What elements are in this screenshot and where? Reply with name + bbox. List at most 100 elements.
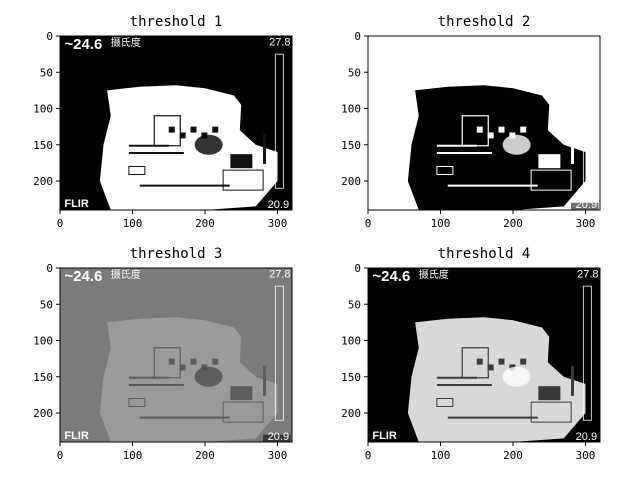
gnd-label: [128, 398, 146, 407]
connector-outline: [222, 401, 264, 423]
y-tick-label: 200: [341, 407, 361, 420]
x-tick-label: 300: [576, 449, 596, 462]
board-region: [99, 85, 278, 210]
temperature-unit: 摄氏度: [419, 268, 449, 281]
trace: [436, 144, 477, 147]
component: [476, 358, 483, 365]
scale-max-label: 27.8: [269, 36, 290, 48]
color-scale-bar: [274, 53, 284, 189]
x-tick-label: 0: [57, 217, 64, 230]
hot-spot: [194, 134, 223, 155]
trace: [447, 416, 538, 419]
scale-max-label: 27.8: [269, 268, 290, 280]
axes-frame: [367, 267, 601, 443]
scale-max-label: 27.8: [577, 36, 598, 48]
trace: [571, 133, 574, 164]
component: [190, 126, 197, 133]
trace: [128, 376, 169, 379]
component: [498, 358, 505, 365]
gnd-label: [436, 166, 454, 175]
thermal-image: ~24.6 摄氏度 27.8 20.9 FLIR: [60, 268, 292, 442]
connector: [230, 386, 253, 401]
y-tick-label: 150: [33, 139, 53, 152]
y-tick-label: 50: [348, 66, 361, 79]
y-tick-label: 150: [33, 371, 53, 384]
x-tick-label: 100: [431, 449, 451, 462]
flir-logo: FLIR: [372, 198, 396, 210]
y-tick-label: 150: [341, 371, 361, 384]
trace: [128, 384, 184, 386]
connector: [230, 154, 253, 169]
y-tick-label: 0: [46, 30, 53, 43]
y-tick-label: 50: [40, 66, 53, 79]
y-tick-label: 0: [46, 262, 53, 275]
scale-min-box: [571, 434, 599, 442]
board-region: [99, 317, 278, 442]
scale-min-box: [263, 434, 291, 442]
x-tick-label: 0: [365, 217, 372, 230]
thermal-image: ~24.6 摄氏度 27.8 20.9 FLIR: [60, 36, 292, 210]
board-region: [407, 85, 586, 210]
component: [487, 132, 494, 139]
y-tick-label: 200: [33, 407, 53, 420]
trace: [263, 365, 266, 396]
y-tick-label: 150: [341, 139, 361, 152]
axes-frame: [59, 35, 293, 211]
trace: [128, 152, 184, 154]
axes-frame: [59, 267, 293, 443]
flir-logo: FLIR: [64, 430, 88, 442]
temperature-reading: ~24.6: [64, 36, 102, 53]
color-scale-bar: [582, 285, 592, 421]
component: [212, 126, 219, 133]
x-tick-label: 100: [123, 449, 143, 462]
x-tick-label: 100: [431, 217, 451, 230]
y-tick-label: 200: [33, 175, 53, 188]
trace: [436, 376, 477, 379]
trace: [139, 184, 230, 187]
gnd-label: [128, 166, 146, 175]
component: [190, 358, 197, 365]
hot-spot: [502, 366, 531, 387]
y-tick-label: 50: [40, 298, 53, 311]
color-scale-bar: [274, 285, 284, 421]
subplot-3: ~24.6 摄氏度 27.8 20.9 FLIR threshold 3 0 100 200 30…: [33, 246, 293, 462]
x-tick-label: 200: [503, 449, 523, 462]
trace: [128, 144, 169, 147]
y-tick-label: 50: [348, 298, 361, 311]
x-tick-label: 100: [123, 217, 143, 230]
component: [476, 126, 483, 133]
x-tick-label: 200: [195, 449, 215, 462]
gnd-label: [436, 398, 454, 407]
trace: [263, 133, 266, 164]
temperature-reading: ~24.6: [372, 36, 410, 53]
scale-min-label: 20.9: [576, 431, 597, 443]
x-tick-label: 200: [195, 217, 215, 230]
color-scale-bar: [582, 53, 592, 189]
trace: [139, 416, 230, 419]
y-tick-label: 0: [354, 262, 361, 275]
component: [520, 358, 527, 365]
connector: [538, 154, 561, 169]
temperature-unit: 摄氏度: [111, 268, 141, 281]
temperature-reading: ~24.6: [372, 268, 410, 285]
temperature-unit: 摄氏度: [419, 36, 449, 49]
subplot-4: ~24.6 摄氏度 27.8 20.9 FLIR threshold 4 0 100 200 30…: [341, 246, 601, 462]
subplot-title: threshold 2: [438, 14, 531, 30]
connector-outline: [530, 169, 572, 191]
subplot-title: threshold 3: [130, 246, 223, 262]
subplot-1: ~24.6 摄氏度 27.8 20.9 FLIR threshold 1 0 100 200 30…: [33, 14, 293, 230]
flir-logo: FLIR: [372, 430, 396, 442]
scale-min-label: 20.9: [576, 199, 597, 211]
subplot-title: threshold 1: [130, 14, 223, 30]
thermal-image: ~24.6 摄氏度 27.8 20.9 FLIR: [368, 36, 600, 211]
component: [179, 364, 186, 371]
y-tick-label: 100: [33, 335, 53, 348]
subplot-2: ~24.6 摄氏度 27.8 20.9 FLIR threshold 2 0 100 200 30…: [341, 14, 601, 230]
component: [168, 358, 175, 365]
connector: [538, 386, 561, 401]
x-tick-label: 0: [57, 449, 64, 462]
x-tick-label: 300: [268, 449, 288, 462]
y-tick-label: 100: [341, 335, 361, 348]
scale-max-label: 27.8: [577, 268, 598, 280]
